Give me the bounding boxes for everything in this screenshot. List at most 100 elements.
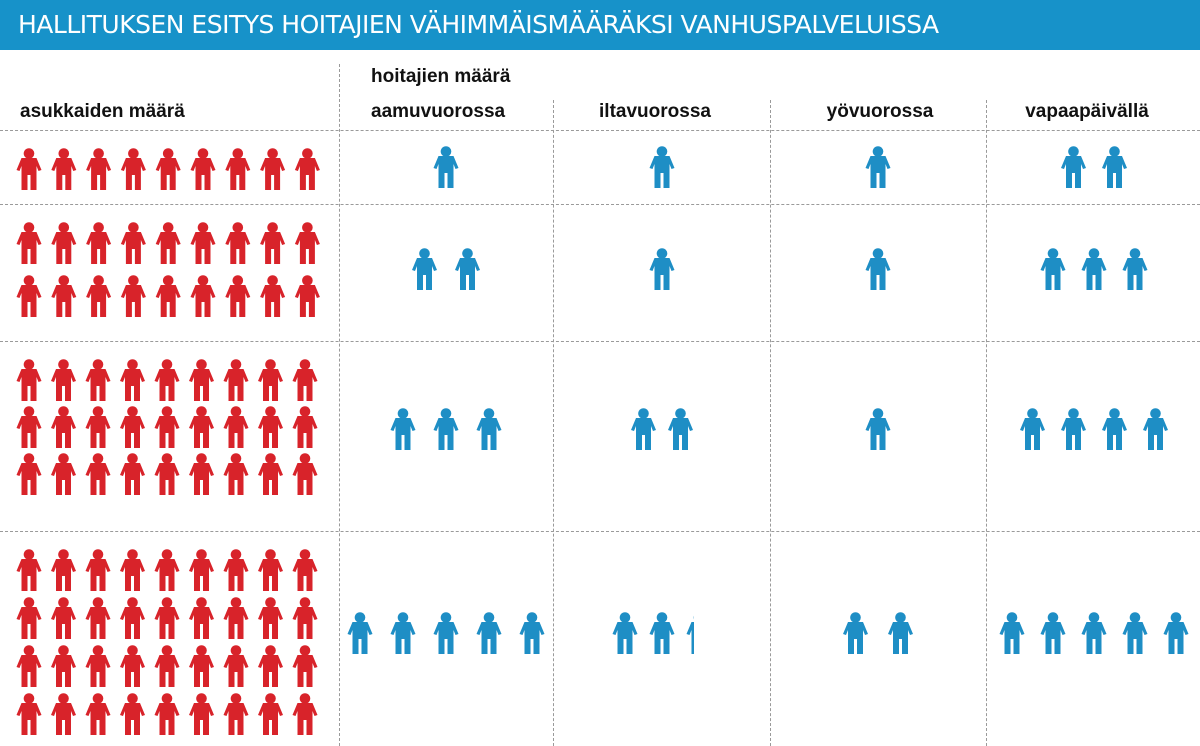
- resident-person-icon: [86, 148, 112, 190]
- resident-person-icon: [258, 549, 283, 591]
- resident-person-icon: [51, 693, 76, 735]
- resident-person-icon: [225, 275, 251, 317]
- nurse-person-icon: [843, 612, 868, 654]
- resident-person-icon: [225, 148, 251, 190]
- nurse-person-icon: [1143, 408, 1168, 450]
- resident-person-icon: [51, 453, 76, 495]
- nurse-person-icon: [888, 612, 913, 654]
- nurse-person-icon: [347, 612, 373, 654]
- resident-person-icon: [155, 222, 181, 264]
- resident-person-icon: [16, 148, 42, 190]
- resident-person-icon: [120, 549, 145, 591]
- resident-person-icon: [154, 406, 180, 448]
- resident-person-icon: [51, 406, 76, 448]
- resident-person-icon: [292, 645, 318, 687]
- nurse-person-icon: [1040, 248, 1066, 290]
- resident-person-icon: [294, 275, 320, 317]
- resident-person-icon: [86, 275, 112, 317]
- resident-person-icon: [16, 549, 42, 591]
- resident-person-icon: [120, 406, 145, 448]
- resident-person-icon: [51, 148, 77, 190]
- column-divider: [770, 100, 771, 746]
- nurse-person-icon: [476, 408, 502, 450]
- nurse-person-icon: [519, 612, 545, 654]
- resident-person-icon: [190, 222, 216, 264]
- resident-person-icon: [51, 597, 76, 639]
- nurse-person-icon: [865, 408, 891, 450]
- resident-person-icon: [258, 359, 283, 401]
- resident-person-icon: [189, 359, 214, 401]
- resident-person-icon: [189, 406, 214, 448]
- nurse-person-icon: [1040, 612, 1066, 654]
- nurse-person-icon: [433, 146, 459, 188]
- resident-person-icon: [154, 549, 180, 591]
- nurse-person-icon: [1122, 248, 1148, 290]
- column-header-evening: iltavuorossa: [599, 101, 711, 122]
- resident-person-icon: [85, 406, 111, 448]
- nurse-person-icon: [412, 248, 437, 290]
- page-title: HALLITUKSEN ESITYS HOITAJIEN VÄHIMMÄISMÄ…: [18, 10, 939, 39]
- resident-person-icon: [154, 453, 180, 495]
- nurse-person-icon: [476, 612, 502, 654]
- resident-person-icon: [223, 597, 249, 639]
- column-header-night: yövuorossa: [826, 101, 934, 122]
- row-divider: [0, 341, 1200, 342]
- nurse-person-icon: [612, 612, 638, 654]
- resident-person-icon: [223, 406, 249, 448]
- resident-person-icon: [260, 275, 286, 317]
- resident-person-icon: [189, 645, 214, 687]
- resident-person-icon: [258, 453, 283, 495]
- resident-person-icon: [51, 359, 76, 401]
- resident-person-icon: [85, 597, 111, 639]
- resident-person-icon: [258, 645, 283, 687]
- nurse-half-person-icon: [686, 615, 694, 654]
- resident-person-icon: [223, 693, 249, 735]
- resident-person-icon: [292, 693, 318, 735]
- column-header-day-off: vapaapäivällä: [1025, 101, 1149, 122]
- nurse-person-icon: [433, 408, 459, 450]
- resident-person-icon: [223, 645, 249, 687]
- column-divider: [986, 100, 987, 746]
- resident-person-icon: [189, 597, 214, 639]
- resident-person-icon: [51, 275, 77, 317]
- column-divider: [553, 100, 554, 746]
- resident-person-icon: [16, 453, 42, 495]
- resident-person-icon: [189, 693, 214, 735]
- title-banner: HALLITUKSEN ESITYS HOITAJIEN VÄHIMMÄISMÄ…: [0, 0, 1200, 50]
- resident-person-icon: [120, 275, 146, 317]
- resident-person-icon: [189, 453, 214, 495]
- resident-person-icon: [154, 359, 180, 401]
- resident-person-icon: [86, 222, 112, 264]
- row-divider: [0, 130, 1200, 131]
- resident-person-icon: [292, 597, 318, 639]
- nurse-person-icon: [649, 146, 675, 188]
- nurse-person-icon: [865, 146, 891, 188]
- resident-person-icon: [51, 645, 76, 687]
- resident-person-icon: [223, 453, 249, 495]
- resident-person-icon: [189, 549, 214, 591]
- nurse-person-icon: [999, 612, 1025, 654]
- resident-person-icon: [223, 549, 249, 591]
- resident-person-icon: [260, 222, 286, 264]
- nurse-person-icon: [1020, 408, 1045, 450]
- nurse-person-icon: [433, 612, 459, 654]
- nurses-group-header: hoitajien määrä: [371, 66, 511, 87]
- resident-person-icon: [16, 597, 42, 639]
- nurse-person-icon: [1102, 146, 1127, 188]
- resident-person-icon: [120, 359, 145, 401]
- residents-header: asukkaiden määrä: [20, 101, 185, 122]
- resident-person-icon: [292, 453, 318, 495]
- nurse-person-icon: [1061, 408, 1086, 450]
- resident-person-icon: [16, 693, 42, 735]
- resident-person-icon: [258, 597, 283, 639]
- resident-person-icon: [225, 222, 251, 264]
- nurse-person-icon: [865, 248, 891, 290]
- nurse-person-icon: [1122, 612, 1148, 654]
- nurse-person-icon: [631, 408, 656, 450]
- resident-person-icon: [258, 406, 283, 448]
- resident-person-icon: [258, 693, 283, 735]
- resident-person-icon: [120, 222, 146, 264]
- nurse-person-icon: [1081, 612, 1107, 654]
- resident-person-icon: [16, 406, 42, 448]
